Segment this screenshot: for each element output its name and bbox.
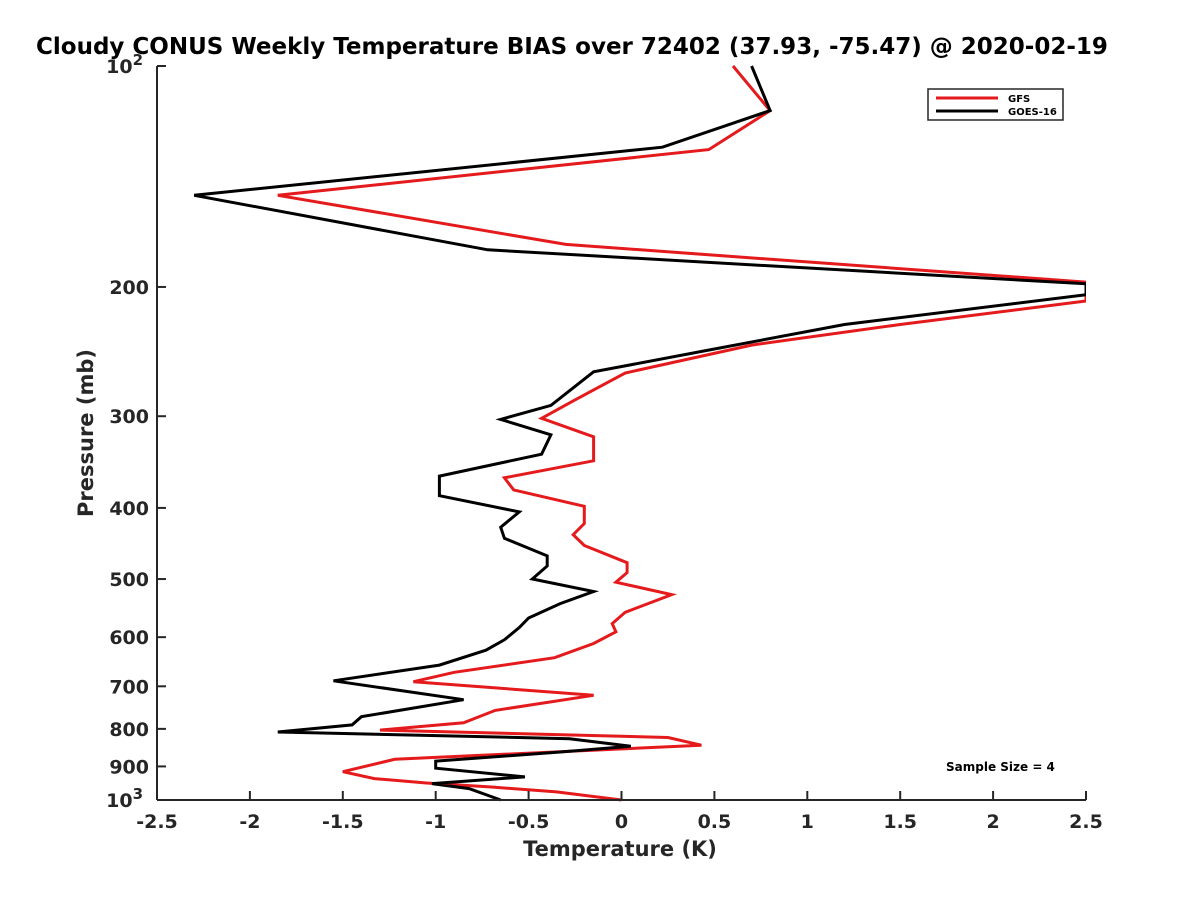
y-tick-label: 700 xyxy=(109,676,149,698)
sample-size-annotation: Sample Size = 4 xyxy=(946,760,1055,774)
y-tick-label: 102 xyxy=(106,51,143,78)
y-tick-label: 103 xyxy=(106,785,143,812)
x-axis-label: Temperature (K) xyxy=(523,837,717,861)
plot-area xyxy=(157,66,1086,800)
y-tick-label: 900 xyxy=(109,756,149,778)
x-tick-label: 0.5 xyxy=(698,811,732,833)
legend-label: GFS xyxy=(1008,94,1030,105)
x-tick-label: -1 xyxy=(425,811,446,833)
series-line-goes-16 xyxy=(194,66,1086,800)
y-tick-label: 600 xyxy=(109,627,149,649)
legend-label: GOES-16 xyxy=(1008,107,1057,118)
y-tick-label: 800 xyxy=(109,719,149,741)
legend: GFS GOES-16 xyxy=(928,89,1063,120)
y-axis-label: Pressure (mb) xyxy=(74,349,98,517)
series-lines xyxy=(194,66,1086,800)
y-tick-label: 500 xyxy=(109,569,149,591)
y-tick-label: 200 xyxy=(109,277,149,299)
x-tick-label: 1.5 xyxy=(883,811,917,833)
x-axis: -2.5 -2 -1.5 -1 -0.5 0 0.5 1 1.5 2 2.5 xyxy=(136,791,1103,833)
x-tick-label: 2 xyxy=(986,811,999,833)
x-tick-label: -0.5 xyxy=(508,811,550,833)
x-tick-label: -1.5 xyxy=(322,811,364,833)
chart-title: Cloudy CONUS Weekly Temperature BIAS ove… xyxy=(36,34,1108,60)
x-tick-label: 1 xyxy=(801,811,814,833)
x-tick-label: -2.5 xyxy=(136,811,178,833)
y-tick-label: 300 xyxy=(109,406,149,428)
x-tick-label: 2.5 xyxy=(1069,811,1103,833)
x-tick-label: 0 xyxy=(615,811,628,833)
y-tick-label: 400 xyxy=(109,498,149,520)
x-tick-label: -2 xyxy=(239,811,260,833)
